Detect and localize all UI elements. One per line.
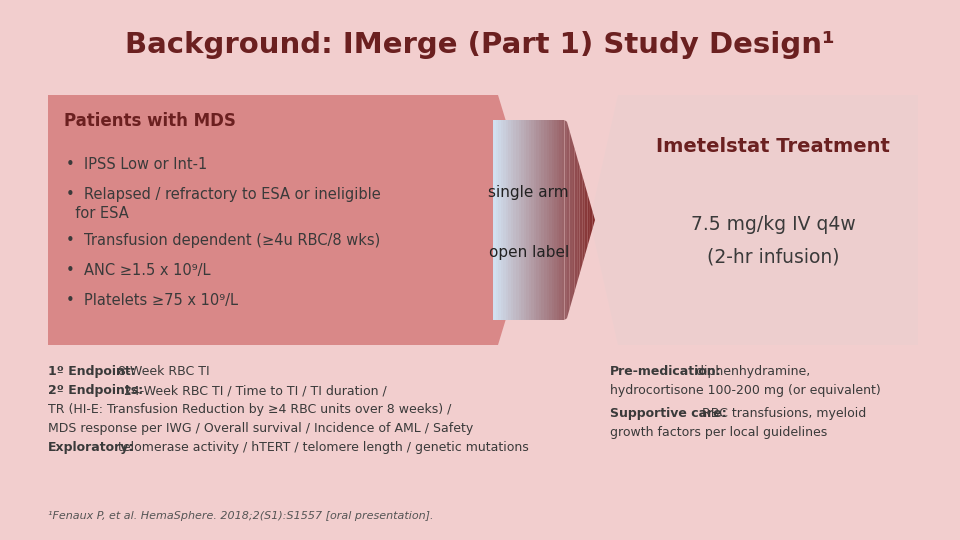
Polygon shape [590,95,918,345]
Polygon shape [521,120,523,320]
Text: •  ANC ≥1.5 x 10⁹/L: • ANC ≥1.5 x 10⁹/L [66,263,210,278]
Text: ¹Fenaux P, et al. HemaSphere. 2018;2(S1):S1557 [oral presentation].: ¹Fenaux P, et al. HemaSphere. 2018;2(S1)… [48,511,434,521]
Polygon shape [493,120,495,320]
Polygon shape [544,120,546,320]
Polygon shape [552,120,554,320]
Text: •  Platelets ≥75 x 10⁹/L: • Platelets ≥75 x 10⁹/L [66,293,238,308]
Polygon shape [541,120,544,320]
Text: Patients with MDS: Patients with MDS [64,112,236,130]
Polygon shape [589,202,592,238]
Text: RBC transfusions, myeloid: RBC transfusions, myeloid [698,407,866,420]
Text: Pre-medication:: Pre-medication: [610,365,722,378]
Text: growth factors per local guidelines: growth factors per local guidelines [610,426,828,439]
Polygon shape [526,120,529,320]
Text: •  Transfusion dependent (≥4u RBC/8 wks): • Transfusion dependent (≥4u RBC/8 wks) [66,233,380,248]
Text: Supportive care:: Supportive care: [610,407,727,420]
Polygon shape [546,120,549,320]
Text: MDS response per IWG / Overall survival / Incidence of AML / Safety: MDS response per IWG / Overall survival … [48,422,473,435]
Polygon shape [495,120,498,320]
Polygon shape [506,120,508,320]
Text: single arm: single arm [489,185,569,199]
Polygon shape [516,120,518,320]
Polygon shape [592,211,595,229]
Text: 8-Week RBC TI: 8-Week RBC TI [114,365,209,378]
Polygon shape [549,120,552,320]
Polygon shape [567,122,569,318]
Polygon shape [531,120,534,320]
Polygon shape [523,120,526,320]
Polygon shape [580,166,583,274]
Polygon shape [585,184,588,256]
Text: telomerase activity / hTERT / telomere length / genetic mutations: telomerase activity / hTERT / telomere l… [114,441,529,454]
Polygon shape [577,158,580,282]
Text: 2º Endpoints:: 2º Endpoints: [48,384,143,397]
Polygon shape [562,120,564,320]
Polygon shape [514,120,516,320]
Polygon shape [575,148,577,292]
Polygon shape [518,120,521,320]
Polygon shape [560,120,562,320]
Text: •  Relapsed / refractory to ESA or ineligible
  for ESA: • Relapsed / refractory to ESA or inelig… [66,187,381,221]
Polygon shape [588,193,589,247]
Text: open label: open label [489,245,569,260]
Text: 24-Week RBC TI / Time to TI / TI duration /: 24-Week RBC TI / Time to TI / TI duratio… [119,384,386,397]
Polygon shape [554,120,557,320]
Polygon shape [501,120,503,320]
Polygon shape [572,140,575,300]
Polygon shape [564,120,567,320]
Text: (2-hr infusion): (2-hr infusion) [707,247,839,267]
Text: 7.5 mg/kg IV q4w: 7.5 mg/kg IV q4w [690,215,855,234]
Text: Exploratory:: Exploratory: [48,441,134,454]
Text: diphenhydramine,: diphenhydramine, [692,365,811,378]
Text: •  IPSS Low or Int-1: • IPSS Low or Int-1 [66,157,207,172]
Polygon shape [498,120,501,320]
Polygon shape [557,120,560,320]
Polygon shape [48,95,536,345]
Polygon shape [508,120,511,320]
Polygon shape [537,120,539,320]
Polygon shape [534,120,537,320]
Text: Imetelstat Treatment: Imetelstat Treatment [656,138,890,157]
Polygon shape [503,120,506,320]
Text: Background: IMerge (Part 1) Study Design¹: Background: IMerge (Part 1) Study Design… [125,31,835,59]
Polygon shape [539,120,541,320]
Text: TR (HI-E: Transfusion Reduction by ≥4 RBC units over 8 weeks) /: TR (HI-E: Transfusion Reduction by ≥4 RB… [48,403,451,416]
Text: 1º Endpoint:: 1º Endpoint: [48,365,135,378]
Text: hydrocortisone 100-200 mg (or equivalent): hydrocortisone 100-200 mg (or equivalent… [610,384,880,397]
Polygon shape [583,176,585,265]
Polygon shape [511,120,514,320]
Polygon shape [529,120,531,320]
Polygon shape [569,131,572,309]
